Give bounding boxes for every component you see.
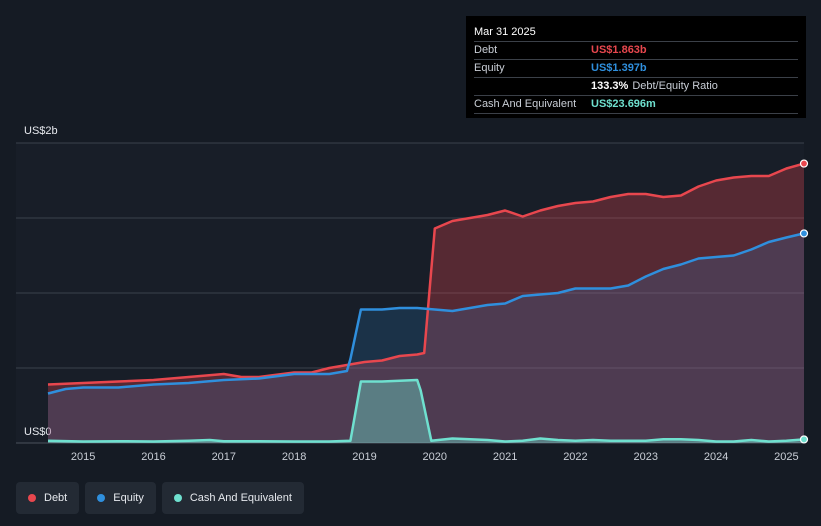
tooltip-debt-label: Debt bbox=[474, 44, 498, 56]
tooltip-debt-value: US$1.863b bbox=[591, 44, 647, 56]
equity-endpoint bbox=[799, 229, 809, 238]
cash-area bbox=[48, 380, 804, 443]
y-axis-bottom-label: US$0 bbox=[24, 426, 52, 438]
legend-cash-label: Cash And Equivalent bbox=[189, 492, 292, 504]
tooltip-ratio-value: 133.3% bbox=[591, 80, 629, 92]
debt-line bbox=[47, 162, 805, 386]
legend-debt-label: Debt bbox=[44, 492, 68, 504]
x-tick-label-2019: 2019 bbox=[352, 451, 376, 463]
x-tick-label-2017: 2017 bbox=[212, 451, 236, 463]
x-tick-label-2021: 2021 bbox=[493, 451, 517, 463]
x-tick-label-2024: 2024 bbox=[704, 451, 728, 463]
tooltip-panel: Mar 31 2025 Debt US$1.863b Equity US$1.3… bbox=[466, 16, 806, 118]
tooltip-equity-label: Equity bbox=[474, 62, 505, 74]
cash-dot-icon bbox=[173, 494, 182, 502]
x-tick-label-2020: 2020 bbox=[423, 451, 447, 463]
x-tick-label-2015: 2015 bbox=[71, 451, 95, 463]
legend-item-cash[interactable]: Cash And Equivalent bbox=[161, 482, 304, 514]
tooltip-date: Mar 31 2025 bbox=[474, 26, 536, 38]
equity-dot-icon bbox=[97, 494, 106, 502]
tooltip-ratio-label: Debt/Equity Ratio bbox=[632, 80, 718, 92]
x-tick-label-2018: 2018 bbox=[282, 451, 306, 463]
cash-endpoint bbox=[799, 435, 809, 444]
tooltip-cash-value: US$23.696m bbox=[591, 98, 656, 110]
debt-endpoint bbox=[799, 159, 809, 168]
x-tick-label-2016: 2016 bbox=[141, 451, 165, 463]
tooltip-row-debt: Debt US$1.863b bbox=[474, 41, 798, 59]
tooltip-equity-value: US$1.397b bbox=[591, 62, 647, 74]
debt-dot-icon bbox=[28, 494, 36, 502]
y-axis-top-label: US$2b bbox=[24, 125, 58, 137]
legend-item-debt[interactable]: Debt bbox=[16, 482, 80, 514]
chart-legend: Debt Equity Cash And Equivalent bbox=[16, 482, 304, 514]
x-tick-label-2023: 2023 bbox=[634, 451, 658, 463]
legend-equity-label: Equity bbox=[113, 492, 144, 504]
tooltip-cash-label: Cash And Equivalent bbox=[474, 98, 577, 110]
equity-line bbox=[47, 232, 805, 395]
tooltip-row-equity: Equity US$1.397b bbox=[474, 59, 798, 77]
debt-area bbox=[48, 163, 804, 443]
legend-item-equity[interactable]: Equity bbox=[85, 482, 156, 514]
x-tick-label-2025: 2025 bbox=[774, 451, 798, 463]
tooltip-row-cash: Cash And Equivalent US$23.696m bbox=[474, 95, 798, 114]
x-tick-label-2022: 2022 bbox=[563, 451, 587, 463]
cash-line bbox=[47, 378, 805, 443]
tooltip-row-ratio: 133.3% Debt/Equity Ratio bbox=[474, 77, 798, 95]
